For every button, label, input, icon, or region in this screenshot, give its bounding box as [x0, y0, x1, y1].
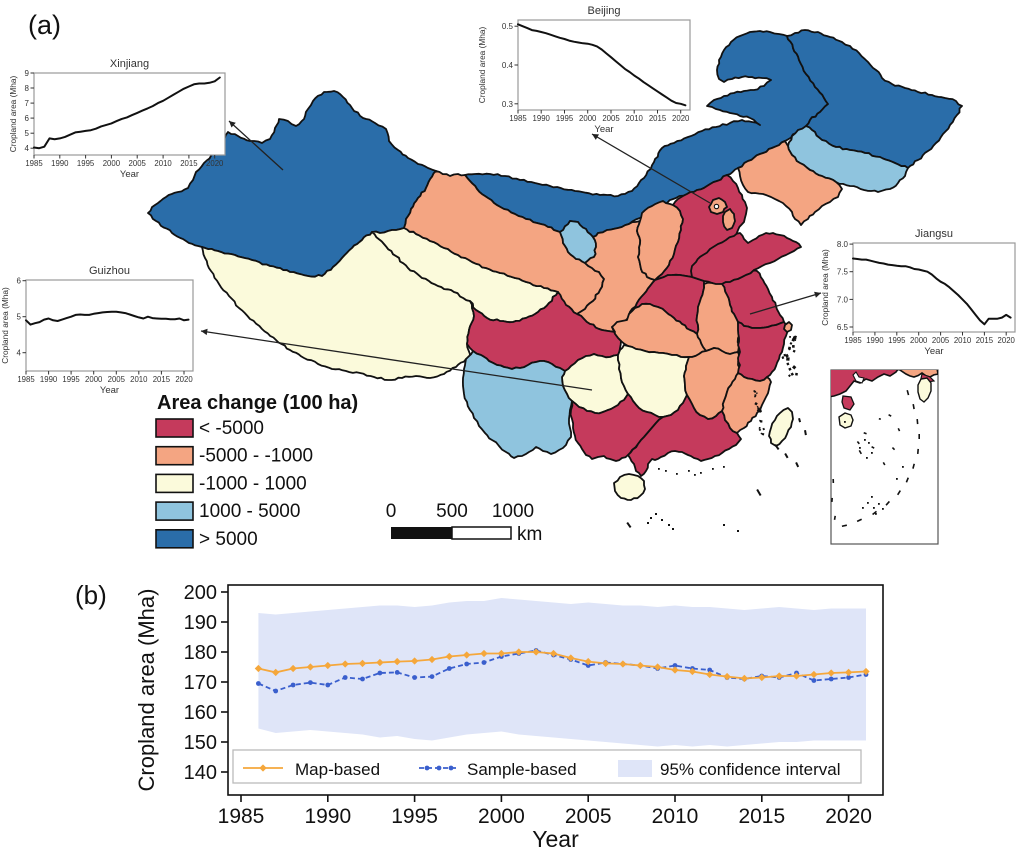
- svg-text:(a): (a): [28, 10, 61, 40]
- svg-text:8.0: 8.0: [837, 240, 849, 249]
- svg-text:2015: 2015: [649, 114, 667, 123]
- svg-text:1995: 1995: [556, 114, 574, 123]
- svg-text:-5000 - -1000: -5000 - -1000: [199, 446, 313, 467]
- svg-text:Cropland area (Mha): Cropland area (Mha): [0, 287, 10, 364]
- svg-text:8: 8: [25, 84, 30, 93]
- svg-text:1995: 1995: [888, 336, 906, 345]
- svg-text:1990: 1990: [533, 114, 551, 123]
- svg-text:6: 6: [25, 114, 30, 123]
- svg-text:Cropland area (Mha): Cropland area (Mha): [134, 589, 159, 792]
- svg-text:< -5000: < -5000: [199, 418, 264, 439]
- svg-text:6: 6: [17, 277, 22, 286]
- svg-text:1990: 1990: [304, 805, 351, 828]
- svg-text:1995: 1995: [62, 375, 80, 384]
- svg-text:(b): (b): [75, 580, 107, 610]
- svg-text:2000: 2000: [478, 805, 525, 828]
- svg-text:2010: 2010: [154, 159, 172, 168]
- svg-text:2005: 2005: [565, 805, 612, 828]
- svg-text:Guizhou: Guizhou: [89, 265, 130, 277]
- svg-text:Cropland area (Mha): Cropland area (Mha): [8, 75, 18, 152]
- svg-text:1985: 1985: [844, 336, 862, 345]
- svg-text:7.0: 7.0: [837, 295, 849, 304]
- svg-text:2005: 2005: [129, 159, 147, 168]
- svg-text:95% confidence interval: 95% confidence interval: [660, 760, 841, 779]
- svg-text:1985: 1985: [17, 375, 35, 384]
- svg-text:160: 160: [184, 702, 217, 724]
- svg-text:2010: 2010: [954, 336, 972, 345]
- svg-text:200: 200: [184, 582, 217, 604]
- svg-text:170: 170: [184, 672, 217, 694]
- svg-text:2010: 2010: [652, 805, 699, 828]
- svg-text:7.5: 7.5: [837, 268, 849, 277]
- svg-text:0.5: 0.5: [502, 22, 514, 31]
- svg-text:1000 - 5000: 1000 - 5000: [199, 501, 300, 522]
- svg-text:Xinjiang: Xinjiang: [110, 58, 149, 70]
- svg-text:1990: 1990: [51, 159, 69, 168]
- svg-text:2015: 2015: [180, 159, 198, 168]
- svg-text:2020: 2020: [206, 159, 224, 168]
- svg-text:2005: 2005: [108, 375, 126, 384]
- svg-text:2000: 2000: [103, 159, 121, 168]
- svg-text:2020: 2020: [175, 375, 193, 384]
- svg-text:0.4: 0.4: [502, 61, 514, 70]
- svg-text:Year: Year: [532, 826, 579, 852]
- svg-text:1985: 1985: [25, 159, 43, 168]
- svg-text:4: 4: [17, 349, 22, 358]
- svg-text:1995: 1995: [77, 159, 95, 168]
- svg-text:-1000 - 1000: -1000 - 1000: [199, 473, 307, 494]
- svg-text:Beijing: Beijing: [587, 5, 620, 17]
- svg-text:1985: 1985: [509, 114, 527, 123]
- svg-text:2015: 2015: [976, 336, 994, 345]
- svg-text:4: 4: [25, 144, 30, 153]
- svg-text:2020: 2020: [825, 805, 872, 828]
- svg-text:2005: 2005: [602, 114, 620, 123]
- svg-text:180: 180: [184, 642, 217, 664]
- svg-text:Year: Year: [594, 124, 613, 135]
- svg-text:2010: 2010: [626, 114, 644, 123]
- svg-text:2005: 2005: [932, 336, 950, 345]
- svg-text:9: 9: [25, 69, 30, 78]
- svg-text:500: 500: [436, 501, 468, 522]
- svg-text:1990: 1990: [866, 336, 884, 345]
- svg-text:1985: 1985: [218, 805, 265, 828]
- svg-text:2000: 2000: [579, 114, 597, 123]
- svg-text:2015: 2015: [153, 375, 171, 384]
- svg-text:2010: 2010: [130, 375, 148, 384]
- svg-text:Cropland area (Mha): Cropland area (Mha): [820, 249, 830, 326]
- svg-text:Map-based: Map-based: [295, 760, 380, 779]
- svg-text:0: 0: [386, 501, 397, 522]
- svg-text:1990: 1990: [40, 375, 58, 384]
- svg-text:5: 5: [17, 313, 22, 322]
- svg-text:2015: 2015: [738, 805, 785, 828]
- svg-text:0.3: 0.3: [502, 100, 514, 109]
- svg-text:Year: Year: [100, 385, 119, 396]
- svg-text:> 5000: > 5000: [199, 529, 258, 550]
- svg-text:2020: 2020: [998, 336, 1016, 345]
- svg-text:Area change (100 ha): Area change (100 ha): [157, 392, 358, 414]
- svg-text:1995: 1995: [391, 805, 438, 828]
- svg-text:km: km: [517, 524, 542, 545]
- svg-text:2020: 2020: [672, 114, 690, 123]
- svg-text:Sample-based: Sample-based: [467, 760, 577, 779]
- svg-text:Cropland area (Mha): Cropland area (Mha): [477, 26, 487, 103]
- svg-text:Year: Year: [120, 169, 139, 180]
- svg-text:Jiangsu: Jiangsu: [915, 228, 953, 240]
- svg-text:150: 150: [184, 732, 217, 754]
- svg-text:1000: 1000: [492, 501, 534, 522]
- svg-text:6.5: 6.5: [837, 323, 849, 332]
- svg-text:5: 5: [25, 129, 30, 138]
- svg-text:2000: 2000: [85, 375, 103, 384]
- svg-text:7: 7: [25, 99, 30, 108]
- svg-text:190: 190: [184, 612, 217, 634]
- svg-text:140: 140: [184, 762, 217, 784]
- svg-text:2000: 2000: [910, 336, 928, 345]
- svg-text:Year: Year: [924, 346, 943, 357]
